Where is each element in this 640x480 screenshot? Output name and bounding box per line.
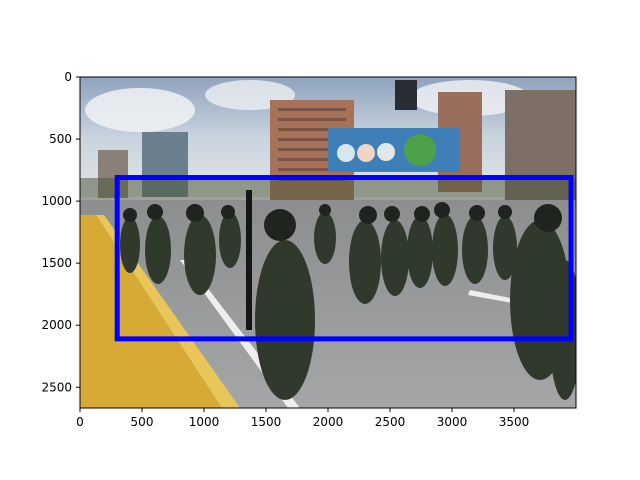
cloud [85, 88, 195, 132]
x-axis: 0 500 1000 1500 2000 2500 3000 3500 [76, 408, 529, 429]
x-tick-label: 1000 [189, 415, 220, 429]
x-tick-label: 0 [76, 415, 84, 429]
x-tick-label: 2500 [375, 415, 406, 429]
y-tick-label: 500 [49, 132, 72, 146]
x-tick-label: 500 [131, 415, 154, 429]
y-tick-label: 2500 [41, 380, 72, 394]
billboard-pole [395, 80, 417, 110]
y-tick-label: 1500 [41, 256, 72, 270]
x-tick-label: 2000 [313, 415, 344, 429]
y-axis: 0 500 1000 1500 2000 2500 [41, 70, 80, 394]
y-tick-label: 0 [64, 70, 72, 84]
x-tick-label: 3500 [499, 415, 530, 429]
lane-marking [468, 290, 520, 304]
x-tick-label: 3000 [437, 415, 468, 429]
bounding-box [114, 175, 574, 342]
photo [80, 77, 576, 408]
y-tick-label: 2000 [41, 318, 72, 332]
y-tick-label: 1000 [41, 194, 72, 208]
x-tick-label: 1500 [251, 415, 282, 429]
soldiers-crowd [120, 190, 576, 400]
